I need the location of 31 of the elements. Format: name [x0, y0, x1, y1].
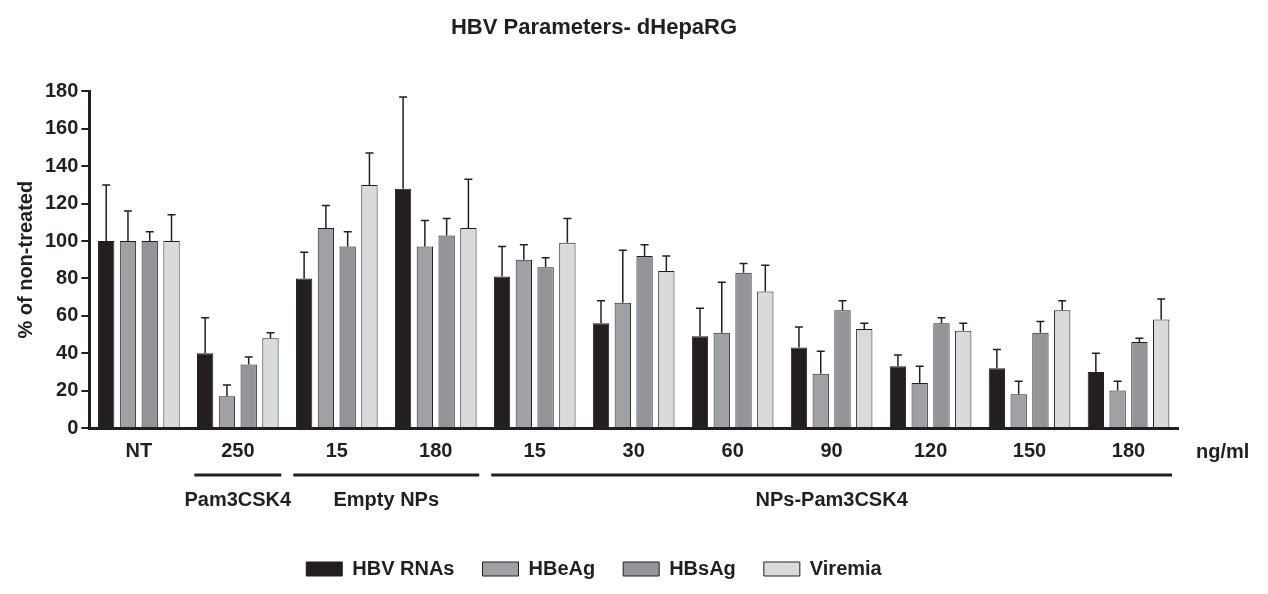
y-tick-label: 160	[44, 116, 79, 139]
x-tick-label: 60	[721, 438, 744, 461]
y-tick-label: 80	[56, 265, 79, 288]
legend-label: HBsAg	[669, 556, 736, 579]
y-tick-label: 60	[56, 303, 79, 326]
x-tick-label: NT	[125, 438, 153, 461]
y-tick-label: 120	[44, 191, 79, 214]
y-tick-label: 140	[44, 153, 79, 176]
y-tick-label: 0	[67, 415, 79, 438]
text: Empty NPs	[333, 487, 440, 510]
x-tick-label: 15	[325, 438, 348, 461]
legend-label: HBV RNAs	[352, 556, 455, 579]
y-tick-label: 40	[56, 340, 79, 363]
legend-label: Viremia	[809, 556, 883, 579]
x-tick-label: 30	[622, 438, 645, 461]
y-tick-label: 180	[44, 78, 79, 101]
x-tick-label: 180	[419, 438, 453, 461]
text: Pam3CSK4	[184, 487, 293, 510]
legend-label: HBeAg	[528, 556, 596, 579]
y-axis-title: % of non-treated	[13, 180, 36, 339]
x-tick-label: 15	[523, 438, 546, 461]
chart-title: HBV Parameters- dHepaRG	[450, 14, 738, 40]
x-tick-label: 150	[1012, 438, 1047, 461]
y-tick-label: 100	[44, 228, 79, 251]
text: NPs-Pam3CSK4	[755, 487, 909, 510]
x-tick-label: 180	[1111, 438, 1146, 461]
y-tick-label: 20	[56, 378, 79, 401]
x-tick-label: 250	[221, 438, 255, 461]
x-tick-label: 90	[820, 438, 843, 461]
x-tick-label: 120	[913, 438, 948, 461]
x-axis-title: ng/ml	[1196, 439, 1250, 462]
